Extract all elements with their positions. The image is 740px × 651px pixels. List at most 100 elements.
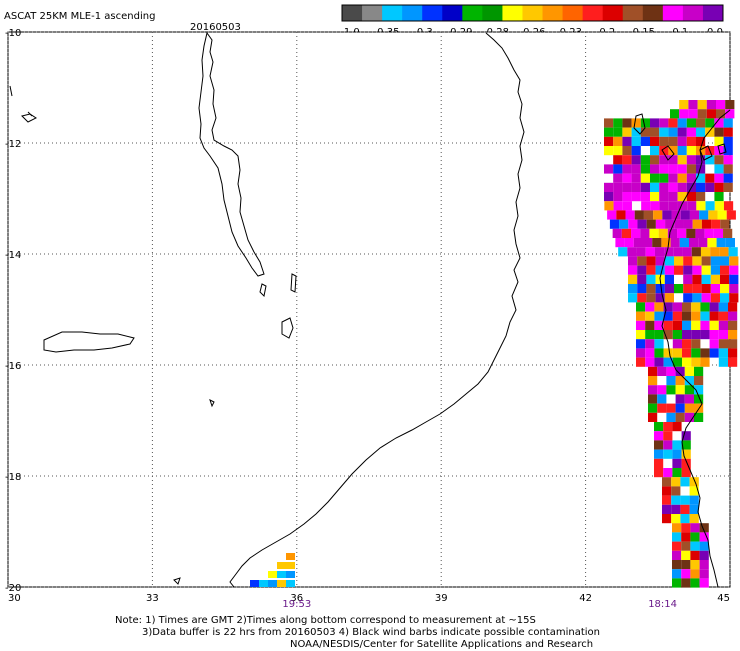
data-cell [709, 330, 719, 340]
data-cell [636, 302, 646, 312]
data-cell [631, 136, 641, 146]
data-cell [653, 210, 663, 220]
data-cell [646, 274, 656, 284]
data-cell [604, 201, 614, 211]
data-cell [694, 394, 704, 404]
data-cell [659, 201, 669, 211]
data-cell [710, 284, 720, 294]
data-cell [710, 293, 720, 303]
data-cell [696, 118, 706, 128]
data-cell [637, 265, 647, 275]
data-cell [661, 238, 671, 248]
data-cell [655, 293, 665, 303]
data-cell [682, 357, 692, 367]
data-cell [663, 330, 673, 340]
data-cell [668, 201, 678, 211]
data-cell [650, 173, 660, 183]
data-cell [682, 320, 692, 330]
data-cell [723, 146, 733, 156]
data-cell [268, 580, 277, 587]
data-cell [696, 164, 706, 174]
color-scale-swatch [482, 5, 503, 21]
color-scale-swatch [502, 5, 523, 21]
data-cell [671, 495, 681, 505]
note-line-1: Note: 1) Times are GMT 2)Times along bot… [115, 615, 536, 626]
data-cell [720, 293, 730, 303]
longitude-label: 39 [435, 593, 448, 604]
data-cell [672, 449, 682, 459]
data-cell [286, 571, 295, 578]
data-cell [659, 182, 669, 192]
data-cell [729, 284, 739, 294]
data-cell [673, 247, 683, 257]
data-cell [671, 477, 681, 487]
data-cell [619, 219, 629, 229]
color-scale-border [341, 4, 724, 22]
data-cell [615, 238, 625, 248]
data-cell [259, 580, 268, 587]
data-cell [659, 127, 669, 137]
data-cell [672, 560, 682, 570]
data-cell [637, 219, 647, 229]
data-cell [654, 468, 664, 478]
data-cell [648, 376, 658, 386]
data-cell [723, 127, 733, 137]
data-cell [714, 136, 724, 146]
data-cell [663, 320, 673, 330]
data-cell [723, 201, 734, 211]
data-cell [688, 109, 698, 119]
data-cell [681, 449, 691, 459]
data-cell [640, 155, 650, 165]
data-cell [691, 357, 701, 367]
data-cell [613, 146, 623, 156]
data-cell [691, 339, 701, 349]
data-cell [622, 127, 632, 137]
data-cell [728, 311, 738, 321]
data-cell [668, 192, 678, 202]
data-cell [654, 302, 664, 312]
data-cell [675, 366, 685, 376]
data-cell [604, 164, 614, 174]
data-cell [668, 173, 678, 183]
data-cell [723, 228, 733, 238]
data-cell [729, 256, 739, 266]
data-cell [645, 311, 655, 321]
data-cell [654, 311, 664, 321]
data-cell [696, 136, 706, 146]
data-cell [701, 284, 711, 294]
data-cell [714, 201, 724, 211]
data-cell [681, 560, 691, 570]
data-cell [690, 569, 700, 579]
data-cell [705, 155, 715, 165]
data-cell [728, 302, 738, 312]
island-outline [699, 145, 713, 161]
data-cell [720, 274, 730, 284]
latitude-label: -20 [5, 583, 21, 594]
data-cell [723, 182, 733, 192]
data-cell [659, 146, 669, 156]
data-cell [662, 504, 672, 514]
data-cell [699, 210, 709, 220]
data-cell [631, 127, 641, 137]
data-cell [668, 155, 678, 165]
lake-chilwa-outline [281, 317, 294, 339]
data-cell [672, 330, 682, 340]
map-gridlines [7, 31, 731, 588]
data-cell [718, 311, 728, 321]
data-cell [622, 182, 632, 192]
data-cell [659, 164, 669, 174]
data-cell [682, 247, 692, 257]
data-cell [677, 127, 687, 137]
island-mark [27, 111, 33, 117]
data-cell [701, 293, 711, 303]
data-cell [654, 247, 665, 257]
data-cell [640, 164, 650, 174]
data-cell [706, 100, 716, 110]
data-cell [672, 569, 682, 579]
data-cell [709, 311, 719, 321]
data-cell [645, 302, 655, 312]
data-cell [700, 357, 710, 367]
data-cell [650, 118, 660, 128]
data-cell [659, 118, 669, 128]
data-cell [613, 136, 623, 146]
